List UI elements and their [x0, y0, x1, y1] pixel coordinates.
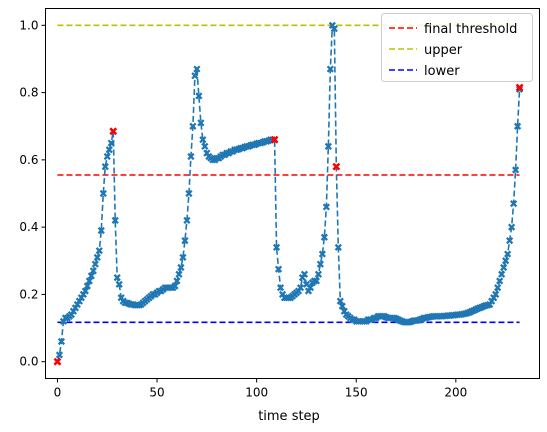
x-axis-ticks: 0 50 100 150 200	[54, 378, 467, 400]
data-point	[296, 284, 305, 292]
x-axis-label: time step	[258, 409, 320, 424]
data-point	[330, 25, 338, 33]
data-point	[512, 166, 520, 174]
data-point	[181, 236, 189, 245]
data-point	[187, 152, 195, 161]
data-point	[500, 263, 508, 272]
highlighted-point	[270, 135, 279, 144]
data-point	[338, 302, 346, 310]
data-point	[83, 282, 91, 290]
x-tick-label: 50	[149, 386, 164, 400]
plot-lines	[57, 24, 520, 324]
y-tick-label: 0.6	[19, 153, 38, 167]
data-point	[324, 142, 332, 151]
data-point	[274, 265, 283, 273]
data-point	[326, 65, 334, 73]
x-tick-label: 200	[444, 386, 467, 400]
data-point	[89, 267, 97, 275]
highlighted-point	[109, 127, 118, 136]
data-point	[111, 216, 119, 225]
data-point	[189, 122, 197, 130]
data-point	[55, 351, 64, 359]
highlighted-point	[515, 83, 524, 92]
data-point	[334, 243, 342, 251]
data-point	[276, 284, 285, 292]
data-point	[316, 260, 324, 268]
data-point	[97, 226, 105, 235]
plot-markers	[53, 21, 524, 366]
data-point	[508, 223, 516, 231]
data-point	[496, 277, 504, 285]
data-point	[177, 263, 185, 272]
data-point	[91, 260, 99, 268]
data-point	[506, 236, 514, 245]
data-point	[179, 253, 187, 262]
data-point	[115, 280, 123, 288]
data-point	[336, 297, 344, 305]
x-tick-label: 0	[54, 386, 62, 400]
data-point	[498, 270, 506, 278]
data-point	[191, 72, 199, 80]
data-point	[504, 250, 512, 258]
legend-label-upper: upper	[424, 43, 463, 58]
data-point	[318, 250, 326, 258]
legend-label-final-threshold: final threshold	[424, 22, 517, 37]
data-point	[95, 247, 103, 255]
data-point	[87, 272, 95, 280]
data-point	[107, 139, 115, 147]
data-point	[93, 253, 101, 262]
data-point	[197, 119, 205, 127]
data-point	[199, 136, 207, 144]
plot-highlights	[53, 83, 524, 366]
data-point	[103, 152, 111, 161]
legend-box	[381, 13, 533, 82]
data-point	[171, 282, 179, 290]
data-point	[99, 189, 107, 198]
data-point	[85, 277, 93, 285]
data-point	[175, 270, 183, 278]
data-point	[57, 337, 66, 346]
y-tick-label: 0.4	[19, 220, 38, 234]
data-point	[314, 270, 322, 278]
data-point	[494, 284, 502, 292]
data-point	[81, 287, 89, 295]
data-point	[183, 216, 191, 225]
data-point	[320, 233, 328, 241]
data-point	[193, 65, 201, 73]
y-tick-label: 1.0	[19, 18, 38, 32]
legend: final threshold upper lower	[381, 13, 533, 82]
data-point	[502, 257, 510, 265]
data-point	[195, 92, 203, 100]
y-axis-ticks: 0.0 0.2 0.4 0.6 0.8 1.0	[19, 18, 46, 369]
x-tick-label: 100	[245, 386, 268, 400]
data-point	[306, 284, 315, 292]
data-point	[312, 277, 320, 285]
plot-frame	[45, 8, 540, 379]
y-tick-label: 0.8	[19, 86, 38, 100]
data-point	[272, 243, 281, 251]
y-tick-label: 0.0	[19, 355, 38, 369]
data-point	[185, 189, 193, 198]
data-point	[113, 273, 121, 282]
data-point	[322, 203, 330, 211]
highlighted-point	[332, 162, 341, 171]
data-point	[105, 146, 113, 154]
data-point	[201, 142, 209, 151]
data-point	[513, 122, 522, 130]
data-point	[510, 199, 518, 208]
y-tick-label: 0.2	[19, 287, 38, 301]
legend-label-lower: lower	[424, 64, 460, 79]
data-point	[300, 270, 309, 278]
data-point	[101, 162, 109, 171]
x-tick-label: 150	[345, 386, 368, 400]
highlighted-point	[53, 357, 62, 366]
data-point	[492, 290, 500, 299]
data-point	[173, 277, 181, 285]
